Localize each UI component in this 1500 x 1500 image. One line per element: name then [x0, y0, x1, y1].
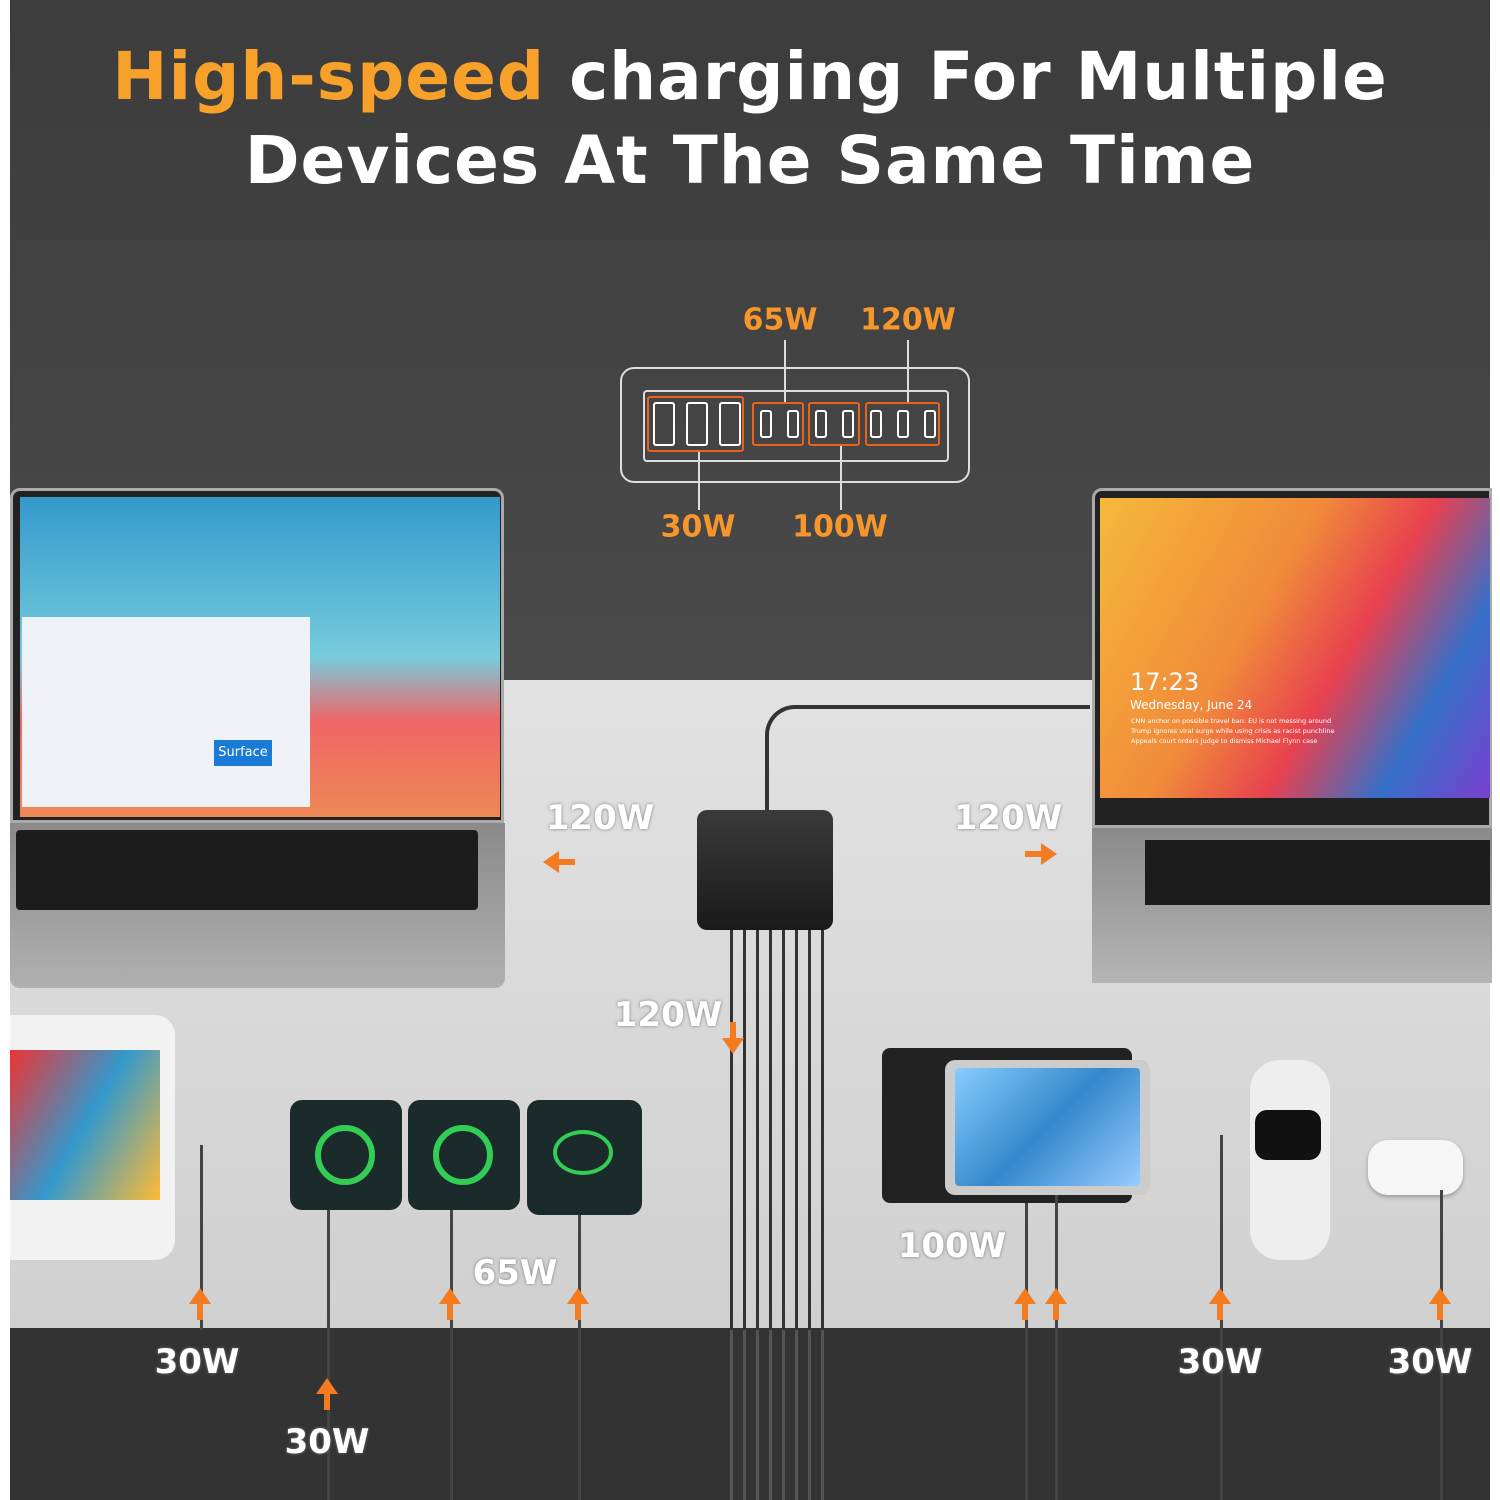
usb-c-group-100w	[808, 402, 860, 446]
label-65w: 65W	[742, 302, 818, 338]
cable	[327, 1210, 330, 1500]
news-item: Trump ignores viral surge while using cr…	[1131, 727, 1335, 735]
usb-a-group	[647, 396, 744, 452]
label-watch-power: 30W	[1177, 1342, 1263, 1382]
switch-screen	[10, 1050, 160, 1200]
label-right-laptop-power: 120W	[953, 798, 1063, 838]
arrow-up-icon	[1045, 1288, 1067, 1320]
usb-c-port	[787, 410, 799, 438]
lock-date: Wednesday, June 24	[1130, 698, 1253, 712]
start-menu	[22, 617, 310, 807]
charging-ring-icon	[433, 1125, 493, 1185]
usb-a-port	[719, 402, 741, 446]
usb-c-port	[815, 410, 827, 438]
usb-c-group-120w	[865, 402, 940, 446]
charging-ring-icon	[315, 1125, 375, 1185]
arrow-right-icon	[1025, 843, 1057, 865]
port-panel	[643, 390, 949, 462]
label-120w: 120W	[860, 302, 956, 338]
leader-line	[840, 446, 842, 510]
leader-line	[698, 452, 700, 510]
charging-ring-icon	[553, 1130, 613, 1175]
label-tablet-power: 100W	[897, 1226, 1007, 1266]
arrow-up-icon	[567, 1288, 589, 1320]
cable	[1440, 1190, 1443, 1500]
leader-line	[784, 340, 786, 402]
headline-rest: charging For Multiple	[569, 38, 1388, 115]
usb-c-port	[760, 410, 772, 438]
tablet-screen	[955, 1068, 1140, 1186]
headline-line1: High-speed charging For Multiple	[0, 38, 1500, 115]
keyboard-keys	[1145, 840, 1490, 905]
cable	[1055, 1195, 1058, 1500]
label-30w: 30W	[660, 509, 736, 545]
news-list: CNN anchor on possible travel ban: EU is…	[1131, 716, 1334, 746]
charging-hub	[697, 810, 833, 930]
label-phone1-power: 30W	[284, 1422, 370, 1462]
cable	[1025, 1203, 1028, 1500]
label-phone3-power: 65W	[472, 1253, 558, 1293]
label-earbuds-power: 30W	[1387, 1342, 1473, 1382]
smartwatch	[1250, 1060, 1330, 1260]
laptop-right-screen	[1100, 498, 1490, 798]
cable	[200, 1145, 203, 1330]
arrow-up-icon	[316, 1378, 338, 1410]
cable-power	[765, 705, 1090, 810]
cable-bundle	[730, 930, 830, 1330]
arrow-down-icon	[722, 1022, 744, 1054]
label-center-power: 120W	[613, 995, 723, 1035]
usb-c-port	[842, 410, 854, 438]
usb-c-port	[870, 410, 882, 438]
news-item: Appeals court orders judge to dismiss Mi…	[1131, 737, 1318, 745]
news-item: CNN anchor on possible travel ban: EU is…	[1131, 717, 1332, 725]
surface-tile: Surface	[214, 740, 272, 766]
charger-port-diagram	[620, 367, 970, 483]
cable-bundle-edge	[730, 1330, 830, 1500]
label-switch-power: 30W	[154, 1342, 240, 1382]
lock-time: 17:23	[1130, 668, 1200, 696]
arrow-up-icon	[189, 1288, 211, 1320]
usb-c-port	[897, 410, 909, 438]
arrow-up-icon	[439, 1288, 461, 1320]
headline-line2: Devices At The Same Time	[244, 122, 1256, 199]
earbuds-case	[1368, 1140, 1463, 1195]
label-100w: 100W	[792, 509, 888, 545]
arrow-up-icon	[1429, 1288, 1451, 1320]
arrow-up-icon	[1014, 1288, 1036, 1320]
usb-a-port	[686, 402, 708, 446]
cable	[450, 1210, 453, 1500]
cable	[578, 1215, 581, 1500]
leader-line	[907, 340, 909, 402]
headline-highlight: High-speed	[112, 38, 546, 115]
keyboard-keys	[16, 830, 478, 910]
arrow-up-icon	[1209, 1288, 1231, 1320]
usb-c-group-65w	[752, 402, 804, 446]
usb-a-port	[653, 402, 675, 446]
watch-face	[1255, 1110, 1321, 1160]
usb-c-port	[924, 410, 936, 438]
label-left-laptop-power: 120W	[545, 798, 655, 838]
arrow-left-icon	[543, 851, 575, 873]
